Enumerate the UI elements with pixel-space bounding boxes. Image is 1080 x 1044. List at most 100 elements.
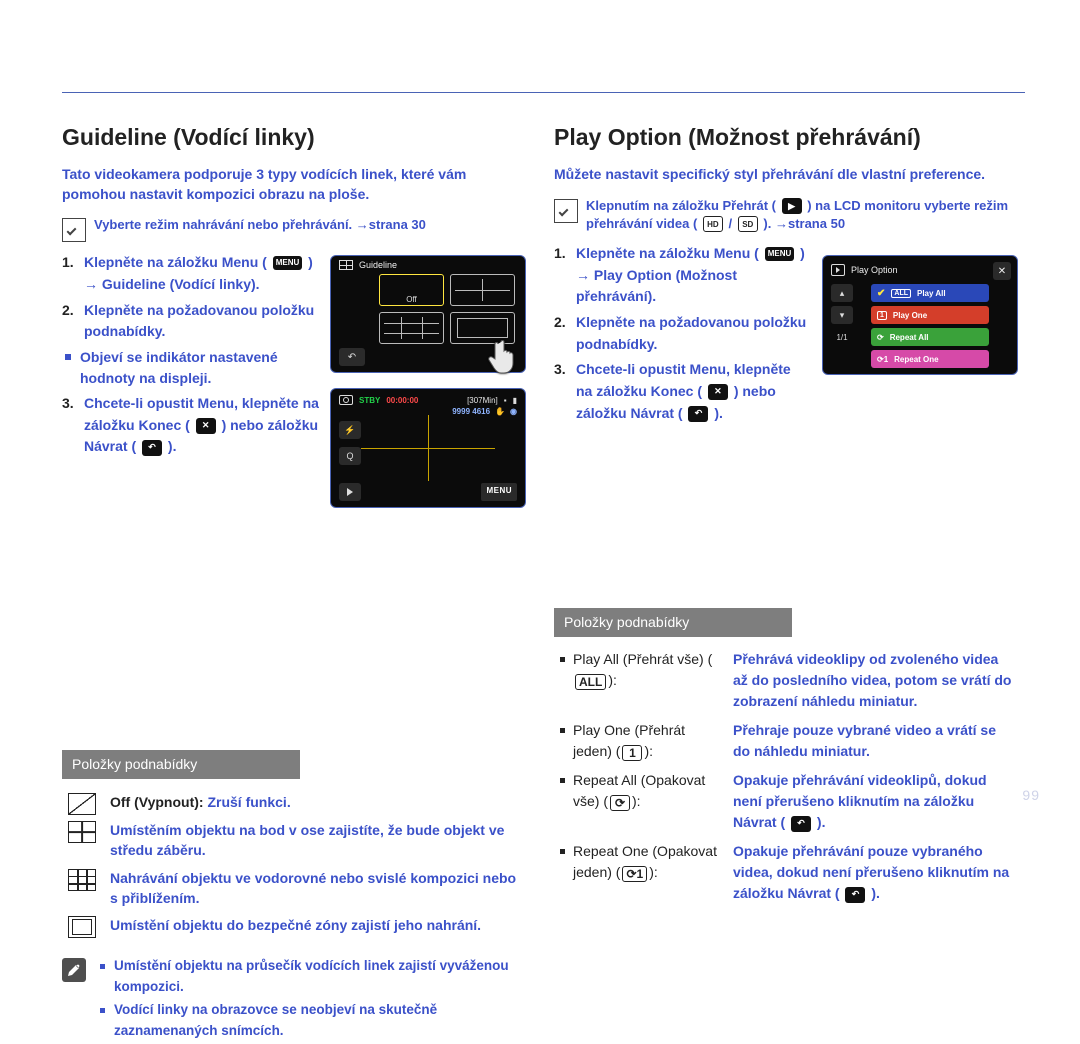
opt-repeat-one: Repeat One (Opakovat jeden) (⟳1): Opakuj…: [560, 841, 1014, 904]
r-pc-a: Klepnutím na záložku Přehrát (: [586, 198, 776, 213]
left-note-1: Umístění objektu na průsečík vodících li…: [98, 956, 522, 998]
cam1-opt-cross: [450, 274, 515, 306]
cam1-opt-off: Off: [379, 274, 444, 306]
checkmark-icon: [62, 218, 86, 242]
battery-icon: ▮: [513, 396, 517, 405]
return-inline-icon: ↶: [791, 816, 811, 832]
right-step-3: Chcete-li opustit Menu, klepněte na zálo…: [554, 359, 810, 424]
menu-chip-icon: MENU: [765, 247, 795, 261]
left-step-2: Klepněte na požadovanou položku podnabíd…: [62, 300, 330, 389]
repall-desc: Opakuje přehrávání videoklipů, dokud nen…: [733, 770, 1014, 833]
repone-desc: Opakuje přehrávání pouze vybraného videa…: [733, 841, 1014, 904]
cam3-repeat-one: ⟳1 Repeat One: [871, 350, 989, 368]
opt-off-desc-text: Zruší funkci.: [207, 794, 290, 810]
ra-d-a: Opakuje přehrávání videoklipů, dokud nen…: [733, 772, 987, 830]
touch-hand-icon: [481, 330, 529, 378]
opt-grid-desc: Nahrávání objektu ve vodorovné nebo svis…: [110, 867, 522, 909]
playback-tab-icon: ▶: [782, 198, 802, 214]
cam2-stby: STBY: [359, 396, 380, 405]
left-precond-text: Vyberte režim nahrávání nebo přehrávání.…: [94, 216, 426, 234]
step2-sub-text: Objeví se indikátor nastavené hodnoty na…: [80, 349, 278, 386]
hd-icon: HD: [703, 216, 723, 232]
right-precond-text: Klepnutím na záložku Přehrát ( ▶ ) na LC…: [586, 197, 1014, 233]
left-column: Guideline (Vodící linky) Tato videokamer…: [62, 124, 522, 1044]
left-step-3: Chcete-li opustit Menu, klepněte na zálo…: [62, 393, 330, 458]
step1-text-a: Klepněte na záložku Menu (: [84, 254, 267, 270]
right-heading: Play Option (Možnost přehrávání): [554, 124, 1014, 151]
cam1-opt-grid: [379, 312, 444, 344]
recording-screenshot: STBY 00:00:00 [307Min] ▪ ▮ 9999 4616 ✋ ◉…: [330, 388, 526, 508]
grid-icon: [68, 869, 96, 891]
chevron-down-icon: ▾: [831, 306, 853, 324]
cam3-play-one: 1 Play One: [871, 306, 989, 324]
step2-sub: Objeví se indikátor nastavené hodnoty na…: [62, 347, 330, 389]
ra-n-b: ):: [632, 793, 641, 809]
repone-inline-icon: ⟳1: [622, 866, 647, 882]
repall-inline-icon: ⟳: [610, 795, 630, 811]
right-precondition: Klepnutím na záložku Přehrát ( ▶ ) na LC…: [554, 197, 1014, 233]
opt-safe-desc: Umístění objektu do bezpečné zóny zajist…: [110, 914, 522, 935]
off-icon: [68, 793, 96, 815]
right-steps: Klepněte na záložku Menu ( MENU ) → Play…: [554, 243, 810, 425]
cam2-bottom: MENU: [339, 483, 517, 501]
opt-repeat-all: Repeat All (Opakovat vše) (⟳): Opakuje p…: [560, 770, 1014, 833]
left-note-list: Umístění objektu na průsečík vodících li…: [98, 956, 522, 1044]
play-option-list: Play All (Přehrát vše) (ALL): Přehrává v…: [560, 649, 1014, 904]
playoption-title-icon: [831, 264, 845, 276]
cam2-left-icons: ⚡ Q: [339, 421, 361, 465]
opt-off-desc: Off (Vypnout): Zruší funkci.: [110, 791, 522, 812]
cam3-title-text: Play Option: [851, 265, 898, 275]
pa-n-b: ):: [608, 672, 617, 688]
po-n-b: ):: [644, 743, 653, 759]
opt-cross-desc: Umístěním objektu na bod v ose zajistíte…: [110, 819, 522, 861]
cam2-res: 9999 4616: [452, 407, 490, 416]
play-option-screenshot: Play Option ✕ ▴ ▾ 1/1 ✔ ALL Play All 1 P…: [822, 255, 1018, 375]
playall-name: Play All (Přehrát vše) (ALL):: [573, 649, 721, 691]
repeat-one-icon: ⟳1: [877, 355, 888, 364]
r-pc-d: ). →strana 50: [763, 216, 845, 231]
one-inline-icon: 1: [622, 745, 642, 761]
menu-chip-icon: MENU: [273, 256, 303, 270]
repone-name: Repeat One (Opakovat jeden) (⟳1):: [573, 841, 721, 883]
sd-icon: SD: [738, 216, 758, 232]
q-icon: Q: [339, 447, 361, 465]
opt-grid: Nahrávání objektu ve vodorovné nebo svis…: [68, 867, 522, 909]
step3-c: ).: [168, 438, 177, 454]
return-icon: ↶: [142, 440, 162, 456]
camera-mode-icon: [339, 395, 353, 405]
guideline-title-icon: [339, 260, 353, 270]
return-inline-icon: ↶: [845, 887, 865, 903]
opt-safe: Umístění objektu do bezpečné zóny zajist…: [68, 914, 522, 936]
one-badge-icon: 1: [877, 311, 887, 320]
right-lead: Můžete nastavit specifický styl přehrává…: [554, 165, 1014, 185]
safezone-icon: [68, 916, 96, 938]
cam2-cross-h: [361, 448, 495, 449]
playall-desc: Přehrává videoklipy od zvoleného videa a…: [733, 649, 1014, 712]
stabilizer-icon: ◉: [510, 407, 517, 416]
left-note: Umístění objektu na průsečík vodících li…: [62, 956, 522, 1044]
cam2-toprow: STBY 00:00:00 [307Min] ▪ ▮: [339, 395, 517, 405]
left-precondition: Vyberte režim nahrávání nebo přehrávání.…: [62, 216, 522, 242]
exit-icon: ✕: [708, 384, 728, 400]
right-step-2: Klepněte na požadovanou položku podnabíd…: [554, 312, 810, 355]
guideline-options: Off (Vypnout): Zruší funkci. Umístěním o…: [68, 791, 522, 936]
opt-off: Off (Vypnout): Zruší funkci.: [68, 791, 522, 813]
selected-check-icon: ✔: [877, 288, 885, 299]
left-steps: Klepněte na záložku Menu ( MENU ) → Guid…: [62, 252, 330, 458]
guideline-menu-screenshot: Guideline Off ↶: [330, 255, 526, 373]
cam1-back-icon: ↶: [339, 348, 365, 366]
right-step-1: Klepněte na záložku Menu ( MENU ) → Play…: [554, 243, 810, 308]
left-heading: Guideline (Vodící linky): [62, 124, 522, 151]
page-number: 99: [1022, 787, 1040, 803]
ra-d-b: ).: [817, 814, 826, 830]
cam1-off-label: Off: [380, 285, 443, 304]
cam3-rows: ✔ ALL Play All 1 Play One ⟳ Repeat All ⟳…: [871, 284, 989, 368]
playone-name: Play One (Přehrát jeden) (1):: [573, 720, 721, 762]
left-step-1: Klepněte na záložku Menu ( MENU ) → Guid…: [62, 252, 330, 295]
ro-n-b: ):: [649, 864, 658, 880]
rstep1-a: Klepněte na záložku Menu (: [576, 245, 759, 261]
right-submenu-header: Položky podnabídky: [554, 608, 792, 637]
cam2-timecode: 00:00:00: [386, 396, 418, 405]
cam1-title: Guideline: [331, 256, 525, 272]
cam3-close-icon: ✕: [993, 262, 1011, 280]
